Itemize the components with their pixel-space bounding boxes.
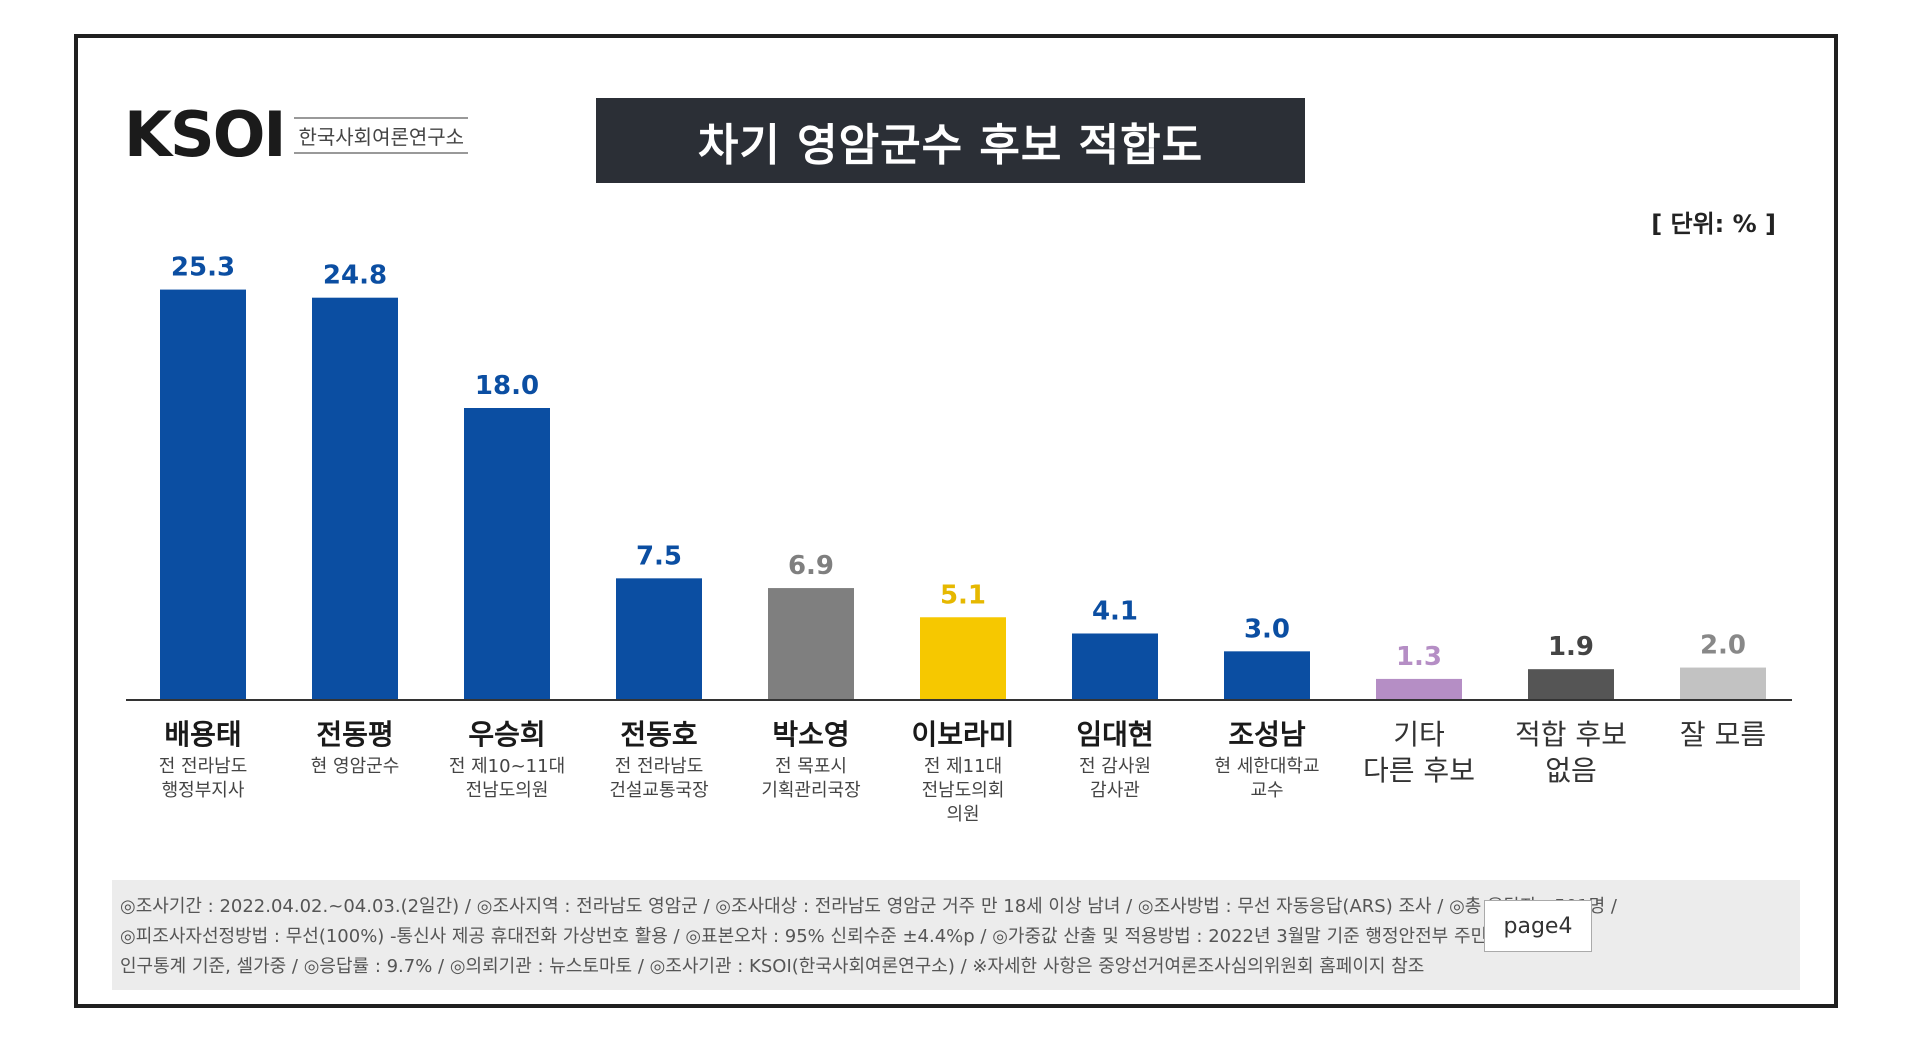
bar-8	[1224, 651, 1310, 700]
category-name-10: 적합 후보	[1515, 718, 1627, 751]
value-label-5: 6.9	[788, 551, 834, 581]
category-desc-7-2: 감사관	[1090, 780, 1140, 801]
footer-line-3: 인구통계 기준, 셀가중 / ◎응답률 : 9.7% / ◎의뢰기관 : 뉴스토…	[120, 956, 1425, 977]
category-desc-9-1: 다른 후보	[1363, 754, 1475, 787]
category-desc-7-1: 전 감사원	[1079, 756, 1151, 777]
category-desc-5-1: 전 목포시	[775, 756, 847, 777]
footer-line-2: ◎피조사자선정방법 : 무선(100%) -통신사 제공 휴대전화 가상번호 활…	[120, 926, 1521, 947]
bar-5	[768, 588, 854, 700]
bar-7	[1072, 633, 1158, 700]
value-label-8: 3.0	[1244, 614, 1290, 644]
category-name-2: 전동평	[316, 718, 393, 751]
bar-6	[920, 617, 1006, 700]
category-desc-1-2: 행정부지사	[162, 780, 245, 801]
bar-9	[1376, 678, 1462, 700]
category-name-3: 우승희	[468, 718, 545, 751]
category-name-7: 임대현	[1076, 718, 1153, 751]
value-label-3: 18.0	[475, 371, 539, 401]
bar-3	[464, 408, 550, 700]
category-desc-6-1: 전 제11대	[924, 756, 1002, 777]
category-desc-6-3: 의원	[946, 804, 979, 825]
category-name-11: 잘 모름	[1680, 718, 1766, 751]
category-desc-4-1: 전 전라남도	[615, 756, 704, 777]
category-desc-2-1: 현 영암군수	[311, 756, 400, 777]
value-label-7: 4.1	[1092, 596, 1138, 626]
value-label-1: 25.3	[171, 253, 235, 283]
logo-subtitle: 한국사회여론연구소	[294, 116, 469, 154]
category-name-9: 기타	[1393, 718, 1445, 751]
page-tag: page4	[1484, 900, 1592, 952]
category-name-4: 전동호	[620, 718, 697, 751]
bar-1	[160, 289, 246, 700]
value-label-2: 24.8	[323, 261, 387, 291]
category-name-5: 박소영	[772, 718, 849, 751]
logo-mark: KSOI	[124, 98, 286, 171]
category-desc-1-1: 전 전라남도	[159, 756, 248, 777]
footer-line-1: ◎조사기간 : 2022.04.02.~04.03.(2일간) / ◎조사지역 …	[120, 896, 1617, 917]
category-desc-3-2: 전남도의원	[466, 780, 549, 801]
category-name-8: 조성남	[1228, 718, 1306, 751]
category-desc-5-2: 기획관리국장	[761, 780, 860, 801]
value-label-6: 5.1	[940, 580, 986, 610]
category-name-1: 배용태	[164, 718, 241, 751]
unit-label: [ 단위: % ]	[1651, 210, 1776, 238]
value-label-4: 7.5	[636, 541, 682, 571]
category-desc-10-1: 없음	[1545, 754, 1597, 787]
value-label-11: 2.0	[1700, 631, 1746, 661]
category-desc-6-2: 전남도의회	[922, 780, 1005, 801]
bar-10	[1528, 669, 1614, 700]
chart-title: 차기 영암군수 후보 적합도	[596, 98, 1305, 183]
bar-11	[1680, 667, 1766, 700]
bar-2	[312, 297, 398, 700]
value-label-10: 1.9	[1548, 632, 1594, 662]
category-desc-3-1: 전 제10~11대	[449, 756, 565, 777]
category-name-6: 이보라미	[911, 718, 1014, 751]
category-desc-4-2: 건설교통국장	[609, 780, 708, 801]
value-label-9: 1.3	[1396, 642, 1442, 672]
ksoi-logo: KSOI 한국사회여론연구소	[124, 98, 469, 171]
category-desc-8-1: 현 세한대학교	[1214, 756, 1319, 777]
bar-4	[616, 578, 702, 700]
category-desc-8-2: 교수	[1250, 780, 1283, 801]
